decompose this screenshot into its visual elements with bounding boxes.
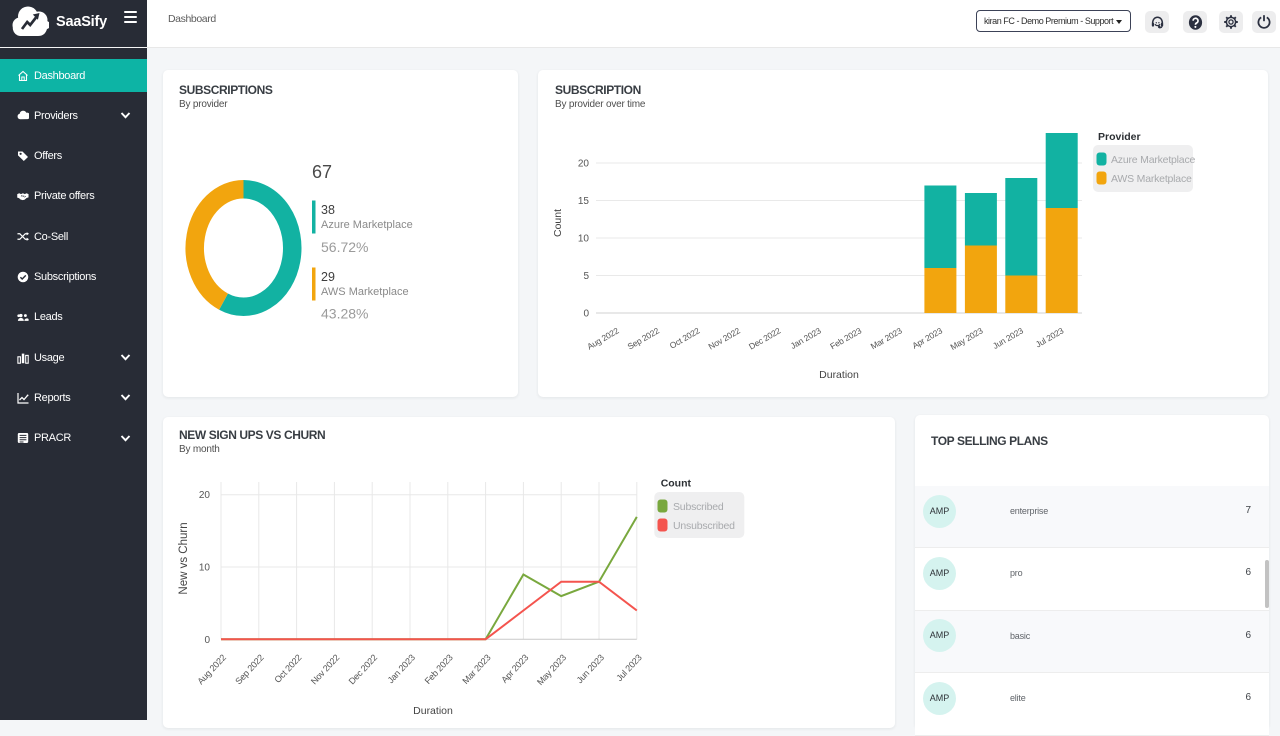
svg-text:Nov 2022: Nov 2022 xyxy=(707,325,743,351)
svg-text:0: 0 xyxy=(583,309,589,320)
svg-text:Apr 2023: Apr 2023 xyxy=(499,652,530,685)
svg-text:AWS Marketplace: AWS Marketplace xyxy=(1111,173,1192,185)
svg-text:Apr 2023: Apr 2023 xyxy=(910,325,944,350)
svg-text:Mar 2023: Mar 2023 xyxy=(869,325,904,351)
svg-text:Subscribed: Subscribed xyxy=(673,501,724,513)
svg-text:10: 10 xyxy=(199,563,211,574)
svg-text:Count: Count xyxy=(661,478,692,490)
svg-text:Aug 2022: Aug 2022 xyxy=(195,652,228,686)
svg-text:Oct 2022: Oct 2022 xyxy=(272,652,303,685)
svg-text:Dec 2022: Dec 2022 xyxy=(347,652,380,686)
svg-text:Jan 2023: Jan 2023 xyxy=(789,325,823,351)
svg-text:Aug 2022: Aug 2022 xyxy=(585,325,621,351)
svg-text:29: 29 xyxy=(321,270,335,284)
svg-text:0: 0 xyxy=(204,635,210,646)
svg-text:Jan 2023: Jan 2023 xyxy=(385,652,417,685)
svg-text:43.28%: 43.28% xyxy=(321,306,368,322)
svg-text:67: 67 xyxy=(312,162,332,182)
svg-text:Jun 2023: Jun 2023 xyxy=(991,325,1025,351)
svg-text:May 2023: May 2023 xyxy=(535,652,568,687)
svg-text:Jun 2023: Jun 2023 xyxy=(574,652,606,685)
svg-text:Oct 2022: Oct 2022 xyxy=(668,325,702,350)
svg-text:38: 38 xyxy=(321,203,335,217)
svg-text:Jul 2023: Jul 2023 xyxy=(1034,325,1066,349)
svg-text:Nov 2022: Nov 2022 xyxy=(309,652,342,686)
svg-text:AWS Marketplace: AWS Marketplace xyxy=(321,286,409,298)
svg-text:20: 20 xyxy=(199,490,211,501)
svg-text:Duration: Duration xyxy=(819,369,859,381)
svg-text:Azure Marketplace: Azure Marketplace xyxy=(321,219,413,231)
svg-text:Jul 2023: Jul 2023 xyxy=(614,652,644,683)
svg-text:May 2023: May 2023 xyxy=(948,325,984,352)
svg-text:Unsubscribed: Unsubscribed xyxy=(673,520,735,532)
svg-text:Azure Marketplace: Azure Marketplace xyxy=(1111,154,1195,166)
svg-text:Dec 2022: Dec 2022 xyxy=(747,325,783,351)
svg-text:Duration: Duration xyxy=(413,705,453,717)
svg-text:5: 5 xyxy=(583,271,589,282)
svg-text:Mar 2023: Mar 2023 xyxy=(460,652,492,686)
svg-text:Sep 2022: Sep 2022 xyxy=(233,652,266,686)
svg-text:Feb 2023: Feb 2023 xyxy=(423,652,455,686)
svg-text:Feb 2023: Feb 2023 xyxy=(828,325,863,351)
svg-text:20: 20 xyxy=(578,159,590,170)
svg-text:Count: Count xyxy=(552,209,564,237)
svg-text:56.72%: 56.72% xyxy=(321,239,368,255)
svg-text:15: 15 xyxy=(578,196,590,207)
svg-text:10: 10 xyxy=(578,234,590,245)
svg-text:Provider: Provider xyxy=(1098,131,1141,143)
svg-text:Sep 2022: Sep 2022 xyxy=(626,325,662,351)
svg-text:New vs Churn: New vs Churn xyxy=(178,522,190,594)
